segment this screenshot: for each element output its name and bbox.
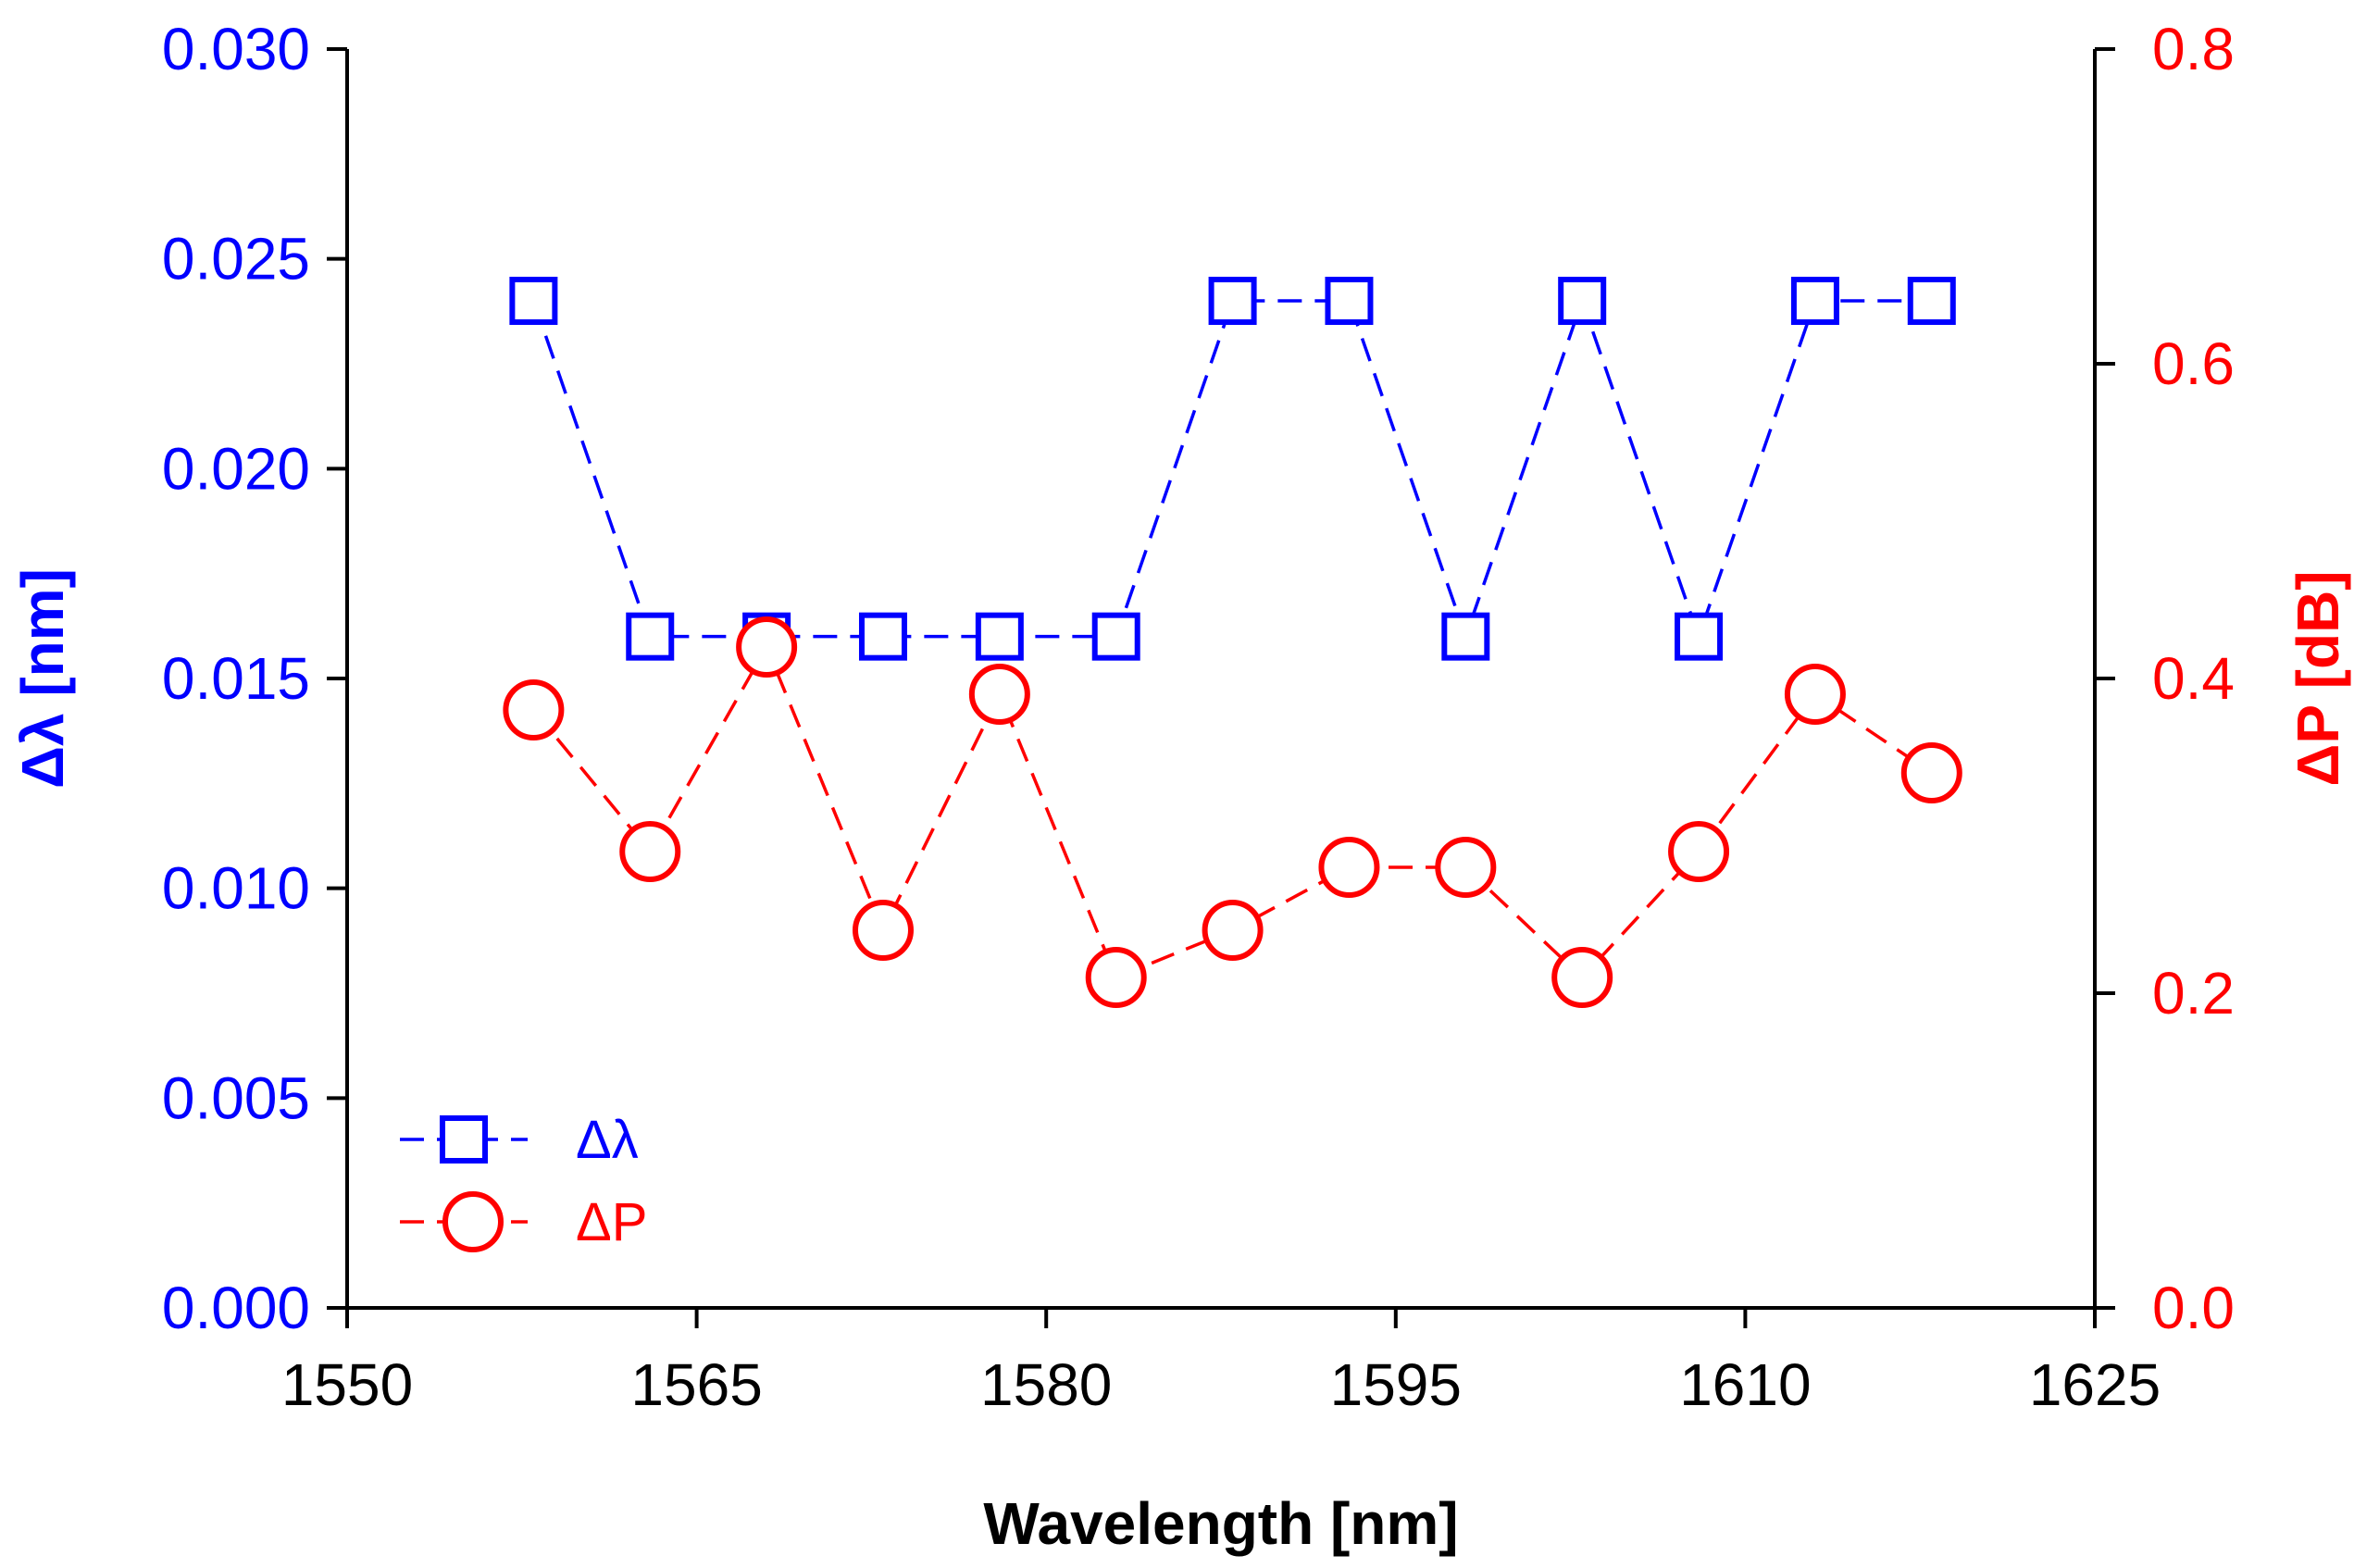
data-point-square bbox=[1325, 277, 1374, 325]
y-left-tick-label: 0.005 bbox=[162, 1064, 310, 1131]
legend-marker-square bbox=[440, 1115, 488, 1164]
x-tick-label: 1580 bbox=[980, 1351, 1112, 1418]
data-point-square bbox=[626, 612, 675, 661]
series-line-delta-lambda bbox=[531, 295, 1932, 642]
y-right-tick-label: 0.0 bbox=[2152, 1275, 2235, 1341]
data-point-circle bbox=[852, 900, 914, 961]
data-point-square bbox=[1091, 612, 1140, 661]
x-tick-label: 1565 bbox=[630, 1351, 762, 1418]
data-point-circle bbox=[1202, 900, 1264, 961]
y-left-tick-label: 0.025 bbox=[162, 226, 310, 292]
x-tick-label: 1610 bbox=[1679, 1351, 1811, 1418]
data-point-square bbox=[509, 277, 558, 325]
y-left-tick-label: 0.000 bbox=[162, 1275, 310, 1341]
labels-layer: 1550 1565 1580 1595 1610 1625 0.000 0.005 0.010 0… bbox=[9, 16, 2351, 1557]
y-right-tick-label: 0.4 bbox=[2152, 645, 2235, 712]
y-right-tick-label: 0.2 bbox=[2152, 960, 2235, 1027]
data-point-square bbox=[975, 612, 1024, 661]
y-left-tick-label: 0.015 bbox=[162, 645, 310, 712]
y-right-axis-title: ΔP [dB] bbox=[2285, 570, 2351, 786]
data-point-square bbox=[1208, 277, 1257, 325]
y-left-tick-label: 0.030 bbox=[162, 16, 310, 82]
legend-entry-delta-p: ΔP bbox=[400, 1191, 647, 1252]
x-tick-label: 1550 bbox=[281, 1351, 413, 1418]
data-point-circle bbox=[1435, 837, 1497, 898]
x-axis-title: Wavelength [nm] bbox=[983, 1490, 1458, 1557]
series-layer bbox=[503, 277, 1962, 1008]
data-point-square bbox=[1441, 612, 1490, 661]
data-point-circle bbox=[1551, 947, 1613, 1008]
legend-entry-delta-lambda: Δλ bbox=[400, 1110, 639, 1170]
y-left-tick-label: 0.020 bbox=[162, 435, 310, 502]
data-point-circle bbox=[1318, 837, 1380, 898]
data-point-circle bbox=[1784, 664, 1846, 725]
y-right-tick-label: 0.6 bbox=[2152, 330, 2235, 397]
x-tick-label: 1595 bbox=[1330, 1351, 1462, 1418]
legend-marker-circle bbox=[442, 1191, 504, 1252]
y-left-axis-title: Δλ [nm] bbox=[9, 568, 76, 789]
data-point-square bbox=[1907, 277, 1956, 325]
legend: Δλ ΔP bbox=[400, 1110, 647, 1252]
legend-label: ΔP bbox=[576, 1192, 647, 1252]
data-point-circle bbox=[1900, 742, 1962, 803]
data-point-circle bbox=[968, 664, 1030, 725]
data-point-circle bbox=[736, 616, 798, 678]
legend-label: Δλ bbox=[576, 1110, 639, 1170]
data-point-square bbox=[1790, 277, 1839, 325]
data-point-square bbox=[1558, 277, 1607, 325]
data-point-square bbox=[1675, 612, 1724, 661]
data-point-circle bbox=[1085, 947, 1147, 1008]
y-right-tick-label: 0.8 bbox=[2152, 16, 2235, 82]
data-point-circle bbox=[503, 679, 565, 740]
axes-layer bbox=[327, 47, 2115, 1328]
y-left-tick-label: 0.010 bbox=[162, 855, 310, 922]
data-point-circle bbox=[619, 821, 681, 882]
data-point-square bbox=[858, 612, 907, 661]
x-tick-label: 1625 bbox=[2029, 1351, 2161, 1418]
data-point-circle bbox=[1668, 821, 1730, 882]
